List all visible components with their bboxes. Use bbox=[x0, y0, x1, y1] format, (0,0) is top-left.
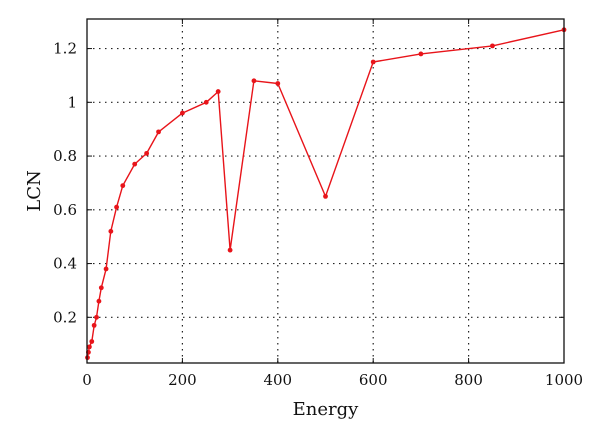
data-point bbox=[120, 183, 126, 189]
series-layer bbox=[85, 27, 567, 361]
y-axis-title: LCN bbox=[24, 170, 45, 211]
data-point bbox=[98, 285, 104, 291]
data-point bbox=[370, 59, 376, 65]
data-point bbox=[91, 322, 97, 328]
data-point bbox=[275, 81, 281, 86]
x-tick-label: 0 bbox=[82, 371, 92, 389]
data-point bbox=[227, 247, 233, 253]
data-point bbox=[490, 43, 495, 49]
data-point bbox=[108, 228, 114, 234]
data-point bbox=[86, 344, 92, 350]
plot-frame bbox=[86, 18, 565, 364]
y-tick-label: 0.2 bbox=[53, 308, 77, 326]
data-point bbox=[114, 204, 119, 210]
y-tick-label: 0.4 bbox=[53, 255, 77, 273]
data-point bbox=[251, 78, 257, 84]
grid bbox=[87, 19, 564, 363]
data-point bbox=[132, 161, 138, 167]
data-point bbox=[144, 150, 150, 156]
data-point bbox=[215, 89, 221, 94]
data-point bbox=[418, 51, 424, 57]
data-point bbox=[89, 339, 95, 344]
data-point bbox=[203, 99, 209, 105]
x-tick-label: 400 bbox=[263, 371, 292, 389]
data-point bbox=[156, 129, 161, 135]
x-tick-label: 800 bbox=[454, 371, 483, 389]
x-tick-label: 1000 bbox=[545, 371, 583, 389]
series-line bbox=[86, 29, 565, 358]
data-point bbox=[94, 314, 99, 320]
x-tick-label: 600 bbox=[359, 371, 388, 389]
ticks: 0 200 400 600 800 1000 0.2 0.4 0.6 0.8 1 1.2 bbox=[53, 19, 583, 389]
data-point bbox=[323, 193, 328, 199]
data-point bbox=[103, 266, 109, 272]
y-tick-label: 0.8 bbox=[53, 147, 77, 165]
x-axis-title: Energy bbox=[293, 399, 360, 420]
data-point bbox=[180, 110, 185, 116]
y-tick-label: 1 bbox=[67, 93, 77, 111]
y-tick-label: 0.6 bbox=[53, 201, 77, 219]
x-tick-label: 200 bbox=[168, 371, 197, 389]
y-tick-label: 1.2 bbox=[53, 40, 77, 58]
data-point bbox=[96, 298, 102, 304]
